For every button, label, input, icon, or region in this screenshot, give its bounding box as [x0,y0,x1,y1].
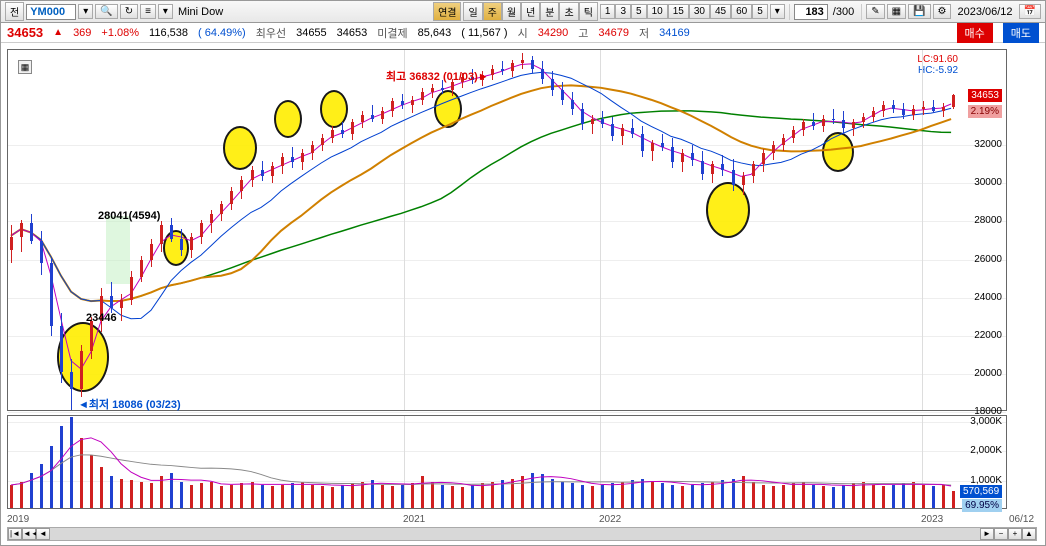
resize-plus-icon[interactable]: + [1008,528,1022,540]
period-일[interactable]: 일 [463,2,482,21]
annotation: 최고 36832 (01/03)► [386,68,489,84]
resize-minus-icon[interactable]: − [994,528,1008,540]
bars-total: /300 [830,6,857,18]
period-년[interactable]: 년 [521,2,540,21]
volume-pct: ( 64.49%) [198,27,246,39]
highlight-circle [320,90,348,128]
interval-10-3[interactable]: 10 [647,4,668,19]
dropdown2-button[interactable]: ▾ [158,4,173,19]
interval-dropdown[interactable]: ▾ [770,4,785,19]
interval-30-5[interactable]: 30 [689,4,710,19]
x-label: 2021 [403,514,425,525]
oi-label: 미결제 [377,25,407,41]
settings-icon[interactable]: ≡ [140,4,156,19]
period-주[interactable]: 주 [483,2,502,21]
pct-change: +1.08% [101,27,139,39]
scrollbar[interactable]: |◄ ◄◄ ◄ ► − + ▲ [7,527,1037,541]
search-button[interactable]: 🔍 [95,4,117,19]
oi-change: ( 11,567 ) [461,27,507,39]
toolbar: 전 ▾ 🔍 ↻ ≡ ▾ Mini Dow 연결 일주월년분초틱 13510153… [1,1,1045,23]
link-button[interactable]: 연결 [433,2,461,21]
last-price: 34653 [7,25,43,40]
high-label: 고 [578,25,588,41]
instrument-title: Mini Dow [175,6,226,18]
interval-5-2[interactable]: 5 [631,4,647,19]
scroll-prev-icon[interactable]: ◄◄ [22,528,36,540]
dropdown-button[interactable]: ▾ [78,4,93,19]
lc-hc-info: LC:91.60 HC:-5.92 [917,54,958,76]
best-label: 최우선 [256,25,286,41]
info-bar: 34653 ▲ 369 +1.08% 116,538 ( 64.49%) 최우선… [1,23,1045,43]
period-월[interactable]: 월 [502,2,521,21]
tool-icon-1[interactable]: ✎ [866,4,884,19]
period-초[interactable]: 초 [559,2,578,21]
highlight-circle [274,100,302,138]
highlight-circle [434,90,462,128]
open-label: 시 [518,25,528,41]
volume: 116,538 [149,27,188,39]
price-chart[interactable]: ▦ LC:91.60 HC:-5.92 ◄최저 18086 (03/23) 280… [7,49,1007,411]
calendar-icon[interactable]: 📅 [1019,4,1041,19]
interval-45-6[interactable]: 45 [710,4,731,19]
buy-button[interactable]: 매수 [957,23,993,43]
period-틱[interactable]: 틱 [579,2,598,21]
x-label: 2019 [7,514,29,525]
annotation: ◄최저 18086 (03/23) [78,396,181,412]
tool-icon-2[interactable]: ▦ [887,4,906,19]
direction-arrow: ▲ [53,27,63,38]
symbol-input[interactable] [26,4,76,20]
last2: 34653 [337,27,368,39]
highlight-circle [223,126,257,170]
refresh-button[interactable]: ↻ [120,4,138,19]
bars-input[interactable] [794,4,828,20]
volume-chart[interactable]: 1,000K2,000K3,000K570,56969.95% [7,415,1007,509]
gear-icon[interactable]: ⚙ [933,4,952,19]
open-interest: 85,643 [418,27,452,39]
interval-1-0[interactable]: 1 [600,4,616,19]
highlight-circle [822,132,854,172]
price-change: 369 [73,27,91,39]
best-price: 34655 [296,27,327,39]
x-axis: 201920212022202306/12 [7,509,1007,525]
open-price: 34290 [538,27,569,39]
low-price: 34169 [659,27,690,39]
interval-60-7[interactable]: 60 [731,4,752,19]
annotation: 23446 [86,312,117,324]
annotation: 28041(4594) [98,210,160,222]
high-price: 34679 [598,27,629,39]
scroll-first-icon[interactable]: |◄ [8,528,22,540]
x-label: 2022 [599,514,621,525]
date-display: 2023/06/12 [953,6,1016,18]
period-분[interactable]: 분 [540,2,559,21]
chart-area: ▦ LC:91.60 HC:-5.92 ◄최저 18086 (03/23) 280… [1,43,1045,527]
sell-button[interactable]: 매도 [1003,23,1039,43]
trading-chart-window: 전 ▾ 🔍 ↻ ≡ ▾ Mini Dow 연결 일주월년분초틱 13510153… [0,0,1046,546]
interval-15-4[interactable]: 15 [668,4,689,19]
scroll-left-icon[interactable]: ◄ [36,528,50,540]
scroll-right-icon[interactable]: ► [980,528,994,540]
scroll-menu-icon[interactable]: ▲ [1022,528,1036,540]
highlight-circle [163,230,189,266]
x-label: 2023 [921,514,943,525]
prev-button[interactable]: 전 [5,2,24,21]
save-icon[interactable]: 💾 [908,4,930,19]
interval-3-1[interactable]: 3 [615,4,631,19]
interval-5-8[interactable]: 5 [752,4,768,19]
low-label: 저 [639,25,649,41]
chart-mode-icon[interactable]: ▦ [18,60,32,74]
